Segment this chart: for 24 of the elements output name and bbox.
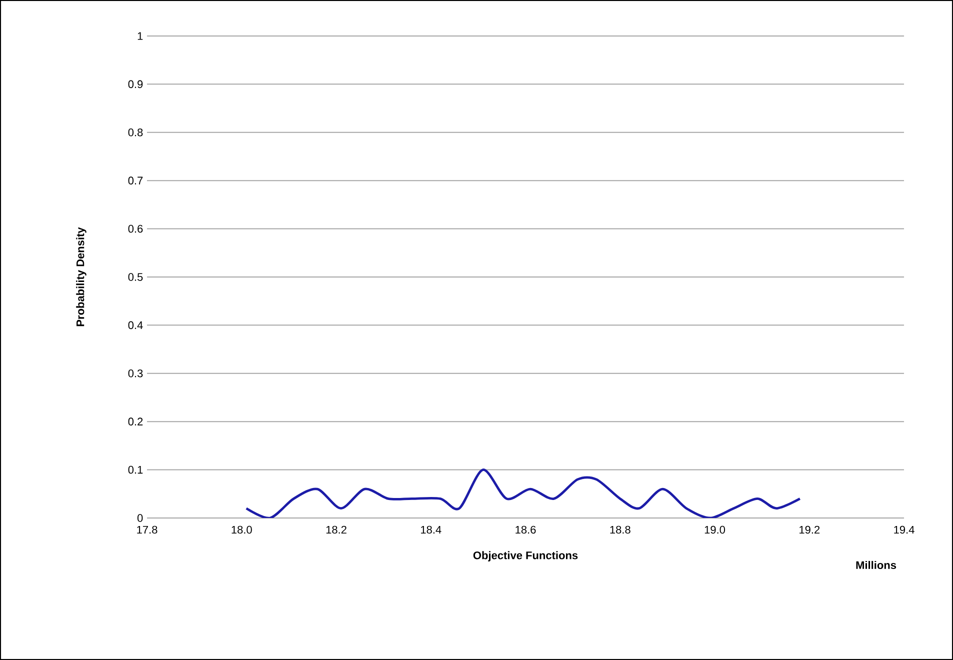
x-tick-label: 18.4 (421, 526, 442, 534)
y-tick-label: 0.7 (128, 176, 143, 184)
x-tick-label: 18.2 (326, 526, 346, 534)
x-tick-label: 18.6 (516, 526, 536, 534)
x-tick-label: 19.2 (800, 526, 820, 534)
text: Millions (856, 560, 896, 570)
y-tick-label: 0.5 (128, 273, 143, 281)
y-tick-label: 0.1 (128, 466, 143, 474)
y-tick-label: 1 (138, 32, 143, 40)
y-axis-title: Probability Density (76, 227, 86, 326)
y-tick-label: 0.8 (128, 128, 143, 136)
x-axis-title: Objective Functions (473, 551, 578, 562)
y-tick-label: 0.2 (128, 418, 143, 426)
y-tick-label: 0 (137, 514, 143, 522)
y-tick-label: 0.4 (128, 321, 143, 330)
x-tick-label: 18.8 (610, 526, 630, 534)
line-series (245, 468, 802, 518)
x-tick-label: 19.4 (894, 526, 914, 534)
x-tick-label: 19.0 (704, 526, 726, 534)
y-tick-label: 0.3 (128, 369, 143, 378)
x-tick-label: 17.8 (137, 526, 158, 534)
y-tick-label: 0.6 (128, 224, 143, 233)
x-tick-label: 18.0 (232, 526, 252, 534)
y-tick-label: 0.9 (128, 80, 143, 88)
